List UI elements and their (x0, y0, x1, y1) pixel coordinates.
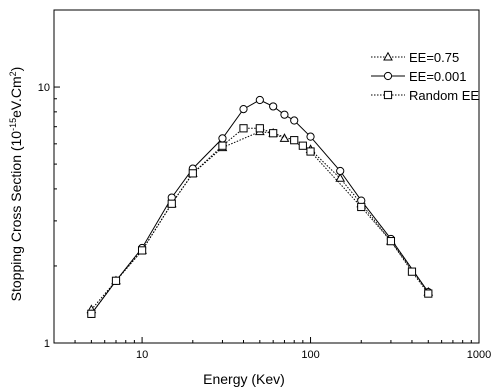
circle-marker (255, 95, 264, 105)
series-line (91, 131, 429, 310)
square-marker (255, 124, 264, 133)
square-marker (290, 136, 299, 145)
circle-marker (383, 71, 393, 81)
square-marker (111, 276, 121, 285)
square-marker (298, 141, 307, 150)
circle-marker (290, 116, 299, 125)
square-marker (386, 237, 396, 246)
circle-marker (336, 166, 345, 176)
plot-frame (53, 9, 480, 344)
y-axis-title: Stopping Cross Section (10-15eV.Cm2) (8, 67, 24, 302)
x-axis-title: Energy (Kev) (203, 371, 285, 387)
legend: EE=0.75 EE=0.001 Random EE (371, 50, 479, 103)
circle-marker (269, 102, 278, 111)
series-line (90, 99, 429, 315)
square-marker (167, 199, 176, 208)
circle-marker (239, 105, 248, 114)
series-triangle (86, 126, 434, 314)
legend-label: Random EE (409, 88, 479, 103)
y-tick-label: 1 (44, 338, 50, 350)
series-line (90, 127, 429, 315)
square-marker (269, 129, 278, 138)
triangle-marker (279, 133, 290, 142)
square-marker (137, 246, 147, 255)
square-marker (239, 124, 248, 133)
square-marker (424, 289, 433, 298)
square-marker (357, 202, 366, 212)
x-tick-label: 1000 (467, 349, 491, 361)
series-layer (86, 95, 434, 318)
triangle-marker (383, 51, 393, 61)
series-square (87, 124, 433, 318)
square-marker (218, 141, 227, 150)
tick-labels: 10 100 1000 1 10 (38, 82, 491, 361)
legend-entry: EE=0.75 (371, 50, 459, 65)
square-marker (383, 90, 393, 100)
x-tick-label: 10 (136, 349, 148, 361)
legend-label: EE=0.75 (409, 50, 459, 65)
y-axis-title-exponent: -15 (8, 118, 18, 131)
y-tick-label: 10 (38, 82, 50, 94)
legend-entry: Random EE (371, 88, 479, 103)
series-circle (87, 95, 433, 318)
square-marker (188, 169, 197, 178)
legend-label: EE=0.001 (409, 69, 466, 84)
circle-marker (218, 134, 227, 143)
square-marker (306, 147, 315, 156)
circle-marker (280, 110, 289, 119)
triangle-marker (335, 173, 346, 182)
square-marker (407, 267, 417, 276)
circle-marker (306, 132, 315, 141)
y-axis-title-exponent-2: 2 (8, 71, 18, 76)
square-marker (87, 309, 96, 318)
legend-entry: EE=0.001 (371, 69, 466, 84)
x-tick-label: 100 (301, 349, 319, 361)
axis-ticks (53, 9, 480, 344)
